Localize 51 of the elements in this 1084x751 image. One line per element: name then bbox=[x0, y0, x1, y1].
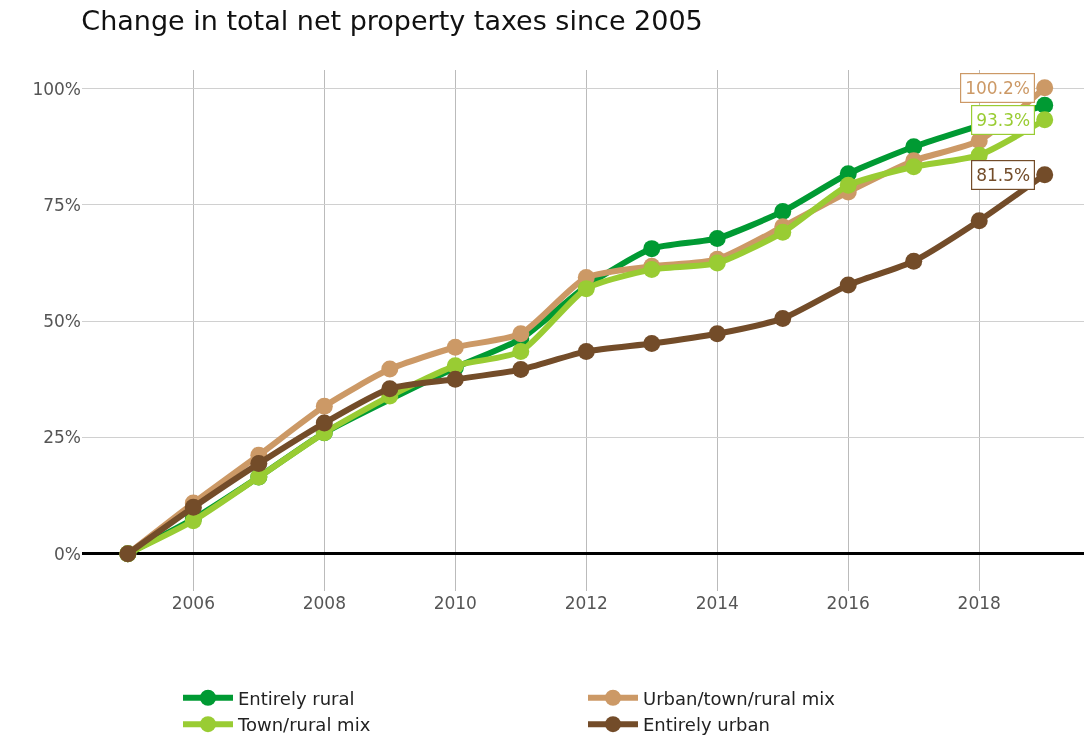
y-tick-label: 0% bbox=[54, 543, 81, 564]
point bbox=[1036, 79, 1054, 97]
point bbox=[577, 342, 595, 360]
point bbox=[512, 361, 530, 379]
chart-title: Change in total net property taxes since 2005 bbox=[81, 5, 703, 37]
data-label: 81.5% bbox=[976, 165, 1031, 186]
point bbox=[905, 252, 923, 270]
data-label: 100.2% bbox=[965, 78, 1031, 99]
legend-label: Town/rural mix bbox=[237, 714, 371, 736]
point bbox=[315, 414, 333, 432]
point bbox=[708, 229, 726, 247]
point bbox=[446, 338, 464, 356]
point bbox=[708, 254, 726, 272]
point bbox=[643, 335, 661, 353]
point bbox=[643, 240, 661, 258]
x-tick-label: 2010 bbox=[433, 593, 477, 613]
x-tick-label: 2016 bbox=[826, 593, 870, 613]
point bbox=[1036, 111, 1054, 129]
point bbox=[905, 158, 923, 176]
point bbox=[512, 342, 530, 360]
point bbox=[774, 309, 792, 327]
point bbox=[708, 325, 726, 343]
point bbox=[184, 498, 202, 516]
point bbox=[839, 176, 857, 194]
point bbox=[774, 223, 792, 241]
point bbox=[1036, 166, 1054, 184]
x-tick-label: 2014 bbox=[695, 593, 739, 613]
point bbox=[381, 360, 399, 378]
point bbox=[970, 212, 988, 230]
data-label: 93.3% bbox=[976, 110, 1031, 131]
x-tick-label: 2006 bbox=[171, 593, 215, 613]
x-tick-label: 2018 bbox=[957, 593, 1001, 613]
legend-label: Urban/town/rural mix bbox=[643, 687, 836, 709]
point bbox=[512, 325, 530, 343]
x-tick-label: 2008 bbox=[302, 593, 346, 613]
point bbox=[315, 397, 333, 415]
y-tick-label: 50% bbox=[43, 311, 81, 332]
point bbox=[446, 370, 464, 388]
y-tick-label: 25% bbox=[43, 427, 81, 448]
point bbox=[839, 276, 857, 294]
point bbox=[250, 455, 268, 473]
point bbox=[381, 380, 399, 398]
y-tick-label: 75% bbox=[43, 194, 81, 215]
legend-label: Entirely rural bbox=[238, 687, 355, 709]
point bbox=[1036, 96, 1054, 114]
point bbox=[643, 261, 661, 279]
point bbox=[774, 202, 792, 220]
legend-label: Entirely urban bbox=[643, 714, 770, 736]
y-tick-label: 100% bbox=[32, 78, 81, 99]
x-tick-label: 2012 bbox=[564, 593, 608, 613]
point bbox=[905, 138, 923, 156]
